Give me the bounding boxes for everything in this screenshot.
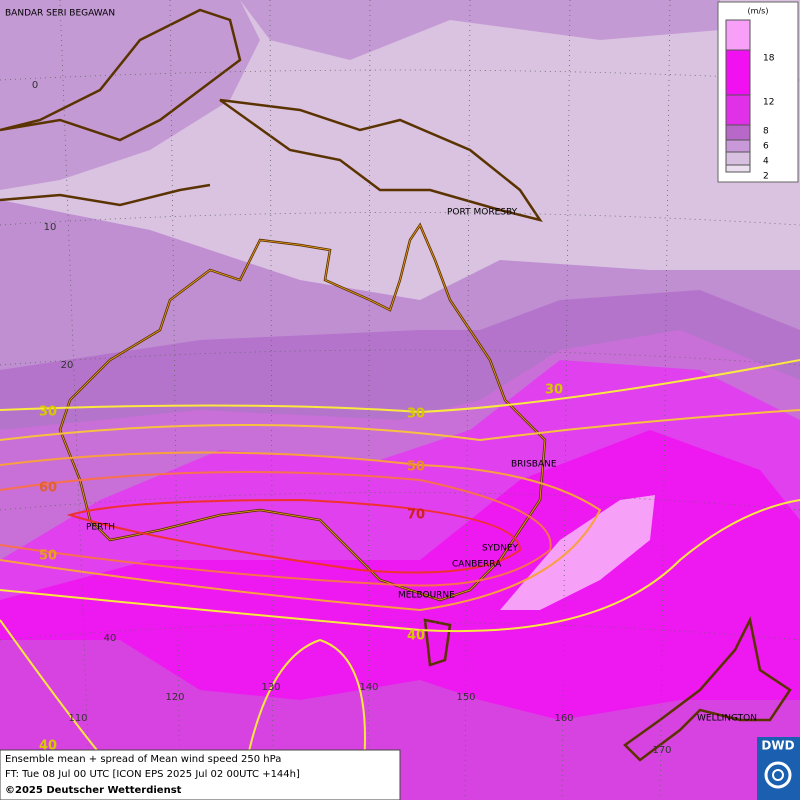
- latitude-label: 20: [61, 360, 74, 371]
- latitude-label: 0: [32, 80, 38, 91]
- legend: (m/s): [717, 1, 799, 183]
- contour-label: 40: [407, 629, 425, 644]
- longitude-label: 130: [261, 682, 280, 693]
- legend-tick-label: 18: [763, 54, 775, 64]
- legend-swatch: [725, 94, 751, 126]
- city-label: PERTH: [86, 523, 115, 533]
- logo-symbol: [772, 769, 784, 781]
- coast-outline: [59, 224, 546, 601]
- contour-label: 60: [39, 481, 57, 496]
- longitude-label: 110: [68, 713, 87, 724]
- city-label: PORT MORESBY: [447, 208, 518, 218]
- legend-tick-label: 4: [763, 157, 769, 167]
- city-label: BRISBANE: [511, 460, 557, 470]
- contour-label: 50: [39, 549, 57, 564]
- longitude-label: 160: [554, 713, 573, 724]
- field: [0, 0, 260, 190]
- caption-copyright: ©2025 Deutscher Wetterdienst: [5, 785, 182, 796]
- field: [240, 0, 720, 60]
- legend-swatch: [725, 139, 751, 153]
- city-label: SYDNEY: [482, 544, 519, 554]
- city-label: BANDAR SERI BEGAWAN: [5, 9, 115, 19]
- contour-label: 30: [545, 383, 563, 398]
- caption-line: FT: Tue 08 Jul 00 UTC [ICON EPS 2025 Jul…: [5, 769, 300, 780]
- longitude-label: 170: [652, 745, 671, 756]
- longitude-label: 150: [456, 692, 475, 703]
- contour-label: 30: [407, 407, 425, 422]
- contour-label: 70: [407, 508, 425, 523]
- legend-swatch: [725, 164, 751, 173]
- contours: [0, 359, 800, 800]
- logo-symbol: [764, 761, 792, 789]
- legend-swatch: [725, 19, 751, 51]
- caption-line: Ensemble mean + spread of Mean wind spee…: [5, 754, 281, 765]
- contour-label: 50: [407, 460, 425, 475]
- legend-tick-label: 6: [763, 142, 769, 152]
- caption-box: [0, 749, 401, 800]
- legend-tick-label: 12: [763, 98, 774, 108]
- legend-unit: (m/s): [748, 7, 769, 16]
- longitude-label: 140: [359, 682, 378, 693]
- logo-text: DWD: [761, 739, 794, 753]
- city-label: WELLINGTON: [697, 714, 757, 724]
- latitude-label: 40: [104, 633, 117, 644]
- legend-tick-label: 2: [763, 172, 769, 182]
- legend-tick-label: 8: [763, 127, 769, 137]
- city-label: MELBOURNE: [398, 591, 455, 601]
- longitude-label: 120: [165, 692, 184, 703]
- legend-swatch: [725, 49, 751, 96]
- legend-swatch: [725, 124, 751, 141]
- legend-swatch: [725, 151, 751, 166]
- logo-box: [757, 737, 800, 800]
- city-label: CANBERRA: [452, 560, 502, 570]
- contour-label: 40: [39, 739, 57, 754]
- latitude-label: 10: [44, 222, 57, 233]
- field: [500, 495, 655, 610]
- contour-label: 30: [39, 405, 57, 420]
